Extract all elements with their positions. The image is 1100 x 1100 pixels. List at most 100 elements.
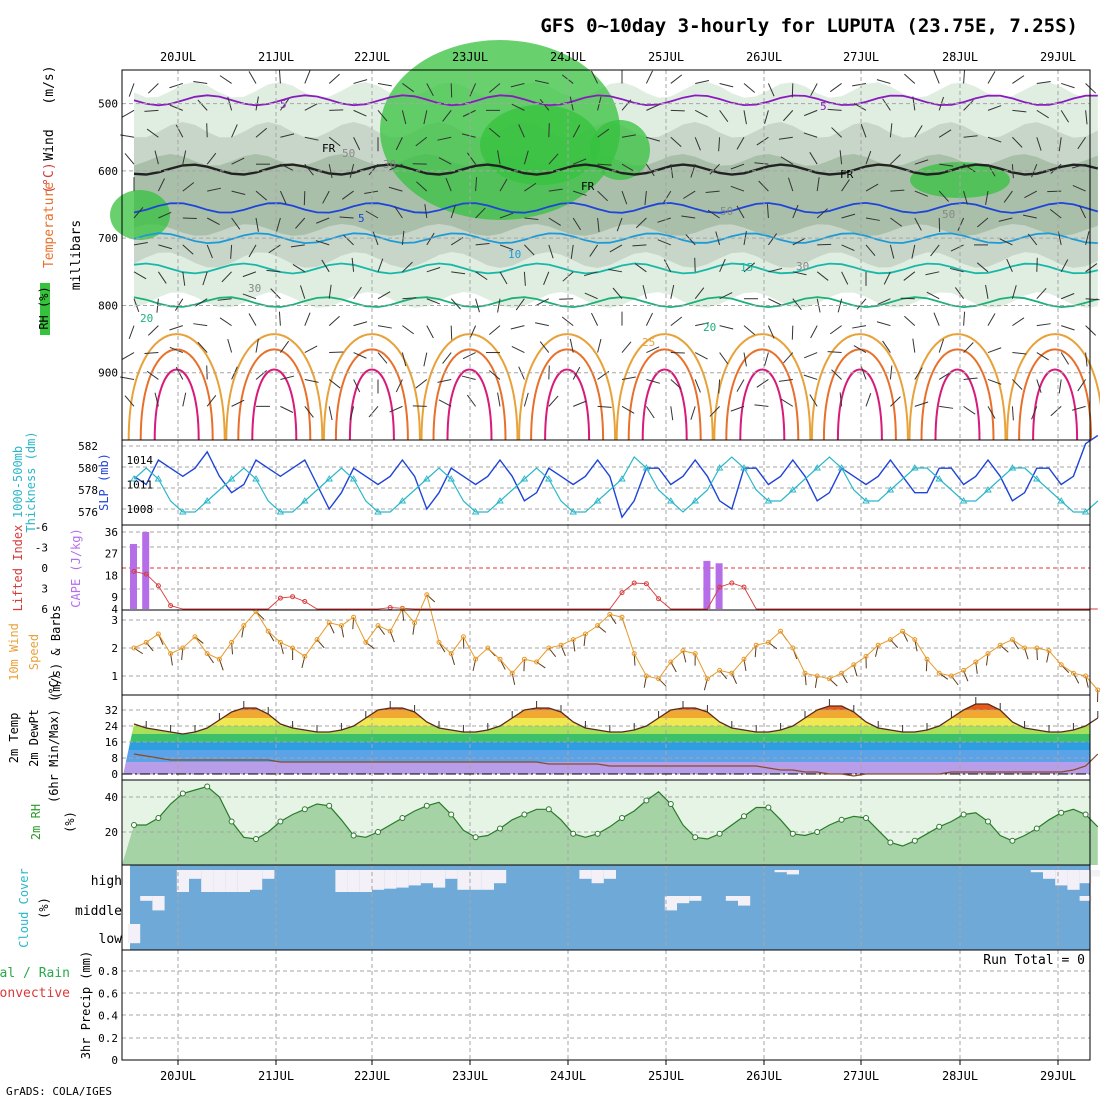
li-point-3 [168,603,174,609]
wind-barb-220 [523,392,529,407]
wind-barb-256 [591,312,599,326]
wind-barb-194 [466,394,477,407]
wind-barb-281 [642,285,647,299]
wind-barb-216 [515,298,525,311]
temp-label-2: 2m DewPt [27,709,41,767]
wind-barb-490 [1036,323,1051,327]
contour-label-14: 50 [342,147,355,160]
wind-speed-point-59 [851,662,857,668]
thickness-point-66 [935,475,943,482]
li-ytick-4: 6 [41,603,48,616]
wind-barb-102 [304,378,319,383]
wind-barb-406 [890,154,901,165]
upper-air-ylabel: millibars [69,220,84,290]
legend-temperature-unit: (°C) [42,162,57,193]
wind-barb-113 [328,315,340,327]
wind-barb-184 [461,133,476,138]
wind-barb-462 [976,262,989,273]
wind-barb-80 [280,133,295,138]
wind-barb-46 [202,271,208,286]
wind-barb-324 [709,406,720,417]
wind-barb-431 [938,129,952,138]
rh-point-56 [814,829,821,835]
contour-label-15: 50 [720,205,733,218]
wind-barb-499 [1049,208,1062,219]
rh-point-0 [131,822,137,828]
wind-speed-point-8 [229,639,235,645]
wind-speed-point-38 [595,623,601,629]
wind-barb-451 [963,311,966,326]
wind-barb-140 [377,352,388,364]
wind-barb-301 [694,137,701,151]
cloud-high-54 [786,870,799,875]
thickness-ytick-1: 578 [78,484,98,497]
wind-barb-7 [133,271,147,280]
wind-barb-179 [442,352,452,364]
wind-barb-27 [169,104,183,111]
wind-barb-390 [852,82,867,87]
wind-barb-239 [572,217,582,231]
cloud-high-29 [481,870,494,890]
temp-ytick-3: 24 [105,720,119,733]
wind-barb-72 [242,271,257,278]
temp-label-3: (6hr Min/Max) (°C) [47,673,61,803]
cape-ytick-0: 4 [111,603,118,616]
wind-barb-176 [451,271,466,275]
wind-barb-26 [169,82,183,89]
wind-speed-point-47 [704,676,710,682]
wind-speed-point-19 [363,639,369,645]
wind-barb-79 [279,98,290,111]
wind-barb-130 [377,82,392,87]
legend-wind: Wind [42,129,57,160]
wind-barb-32 [182,244,194,255]
wind-barb-420 [914,190,928,197]
wind-barb-217 [510,325,525,330]
rh-moist-patch-1 [480,105,600,185]
thickness-point-34 [545,475,553,482]
wind-barb-489 [1036,287,1047,300]
wind-barb-146 [389,163,403,171]
wind-barb-277 [644,191,647,206]
wind-barb-513 [1085,231,1090,246]
precip-ytick-2: 0.4 [98,1010,118,1023]
li-point-2 [155,583,161,589]
wind-barb-1 [121,109,135,118]
wind-barb-20 [157,271,167,284]
wind-barb-371 [816,271,829,281]
wind-speed-point-73 [1022,645,1028,651]
isotherm-5C-top [133,94,1098,107]
wind-barb-64 [231,399,245,407]
warm-contour-6-1 [725,348,800,441]
wind-speed-point-36 [570,637,576,643]
wind-barb-83 [276,217,281,232]
wind-barb-354 [780,156,794,165]
wind-barb-345 [768,267,783,273]
thickness-ytick-0: 576 [78,506,98,519]
date-label-top-5: 25JUL [648,50,684,64]
rh-ytick-0: 20 [105,826,118,839]
wind-barb-479 [1012,379,1023,390]
wind-speed-point-42 [643,673,649,679]
thickness-point-12 [276,508,285,515]
wind-barb-497 [1050,163,1062,174]
wind-barb-415 [890,396,901,407]
cloud-high-39 [603,870,616,879]
date-label-top-2: 22JUL [354,50,390,64]
wind-barb-49 [197,341,208,353]
wind-barb-162 [426,232,435,246]
cloud-high-25 [433,870,446,888]
cape-bar-48 [715,563,723,609]
precip-run-total: Run Total = 0 [983,953,1085,968]
panel-frame-3 [121,609,1091,696]
wind-barb-213 [524,217,539,220]
cloud-high-9 [237,870,250,892]
contour-label-9: FR [581,180,595,193]
wind-speed-point-28 [473,656,479,662]
cloud-high-4 [176,870,189,892]
rh-point-66 [936,823,943,830]
wind-speed-point-1 [143,639,149,645]
temp-ytick-0: 0 [111,768,118,781]
wind-barb-314 [718,137,721,152]
temp-band-3 [122,734,1090,742]
cloud-high-17 [335,870,348,892]
